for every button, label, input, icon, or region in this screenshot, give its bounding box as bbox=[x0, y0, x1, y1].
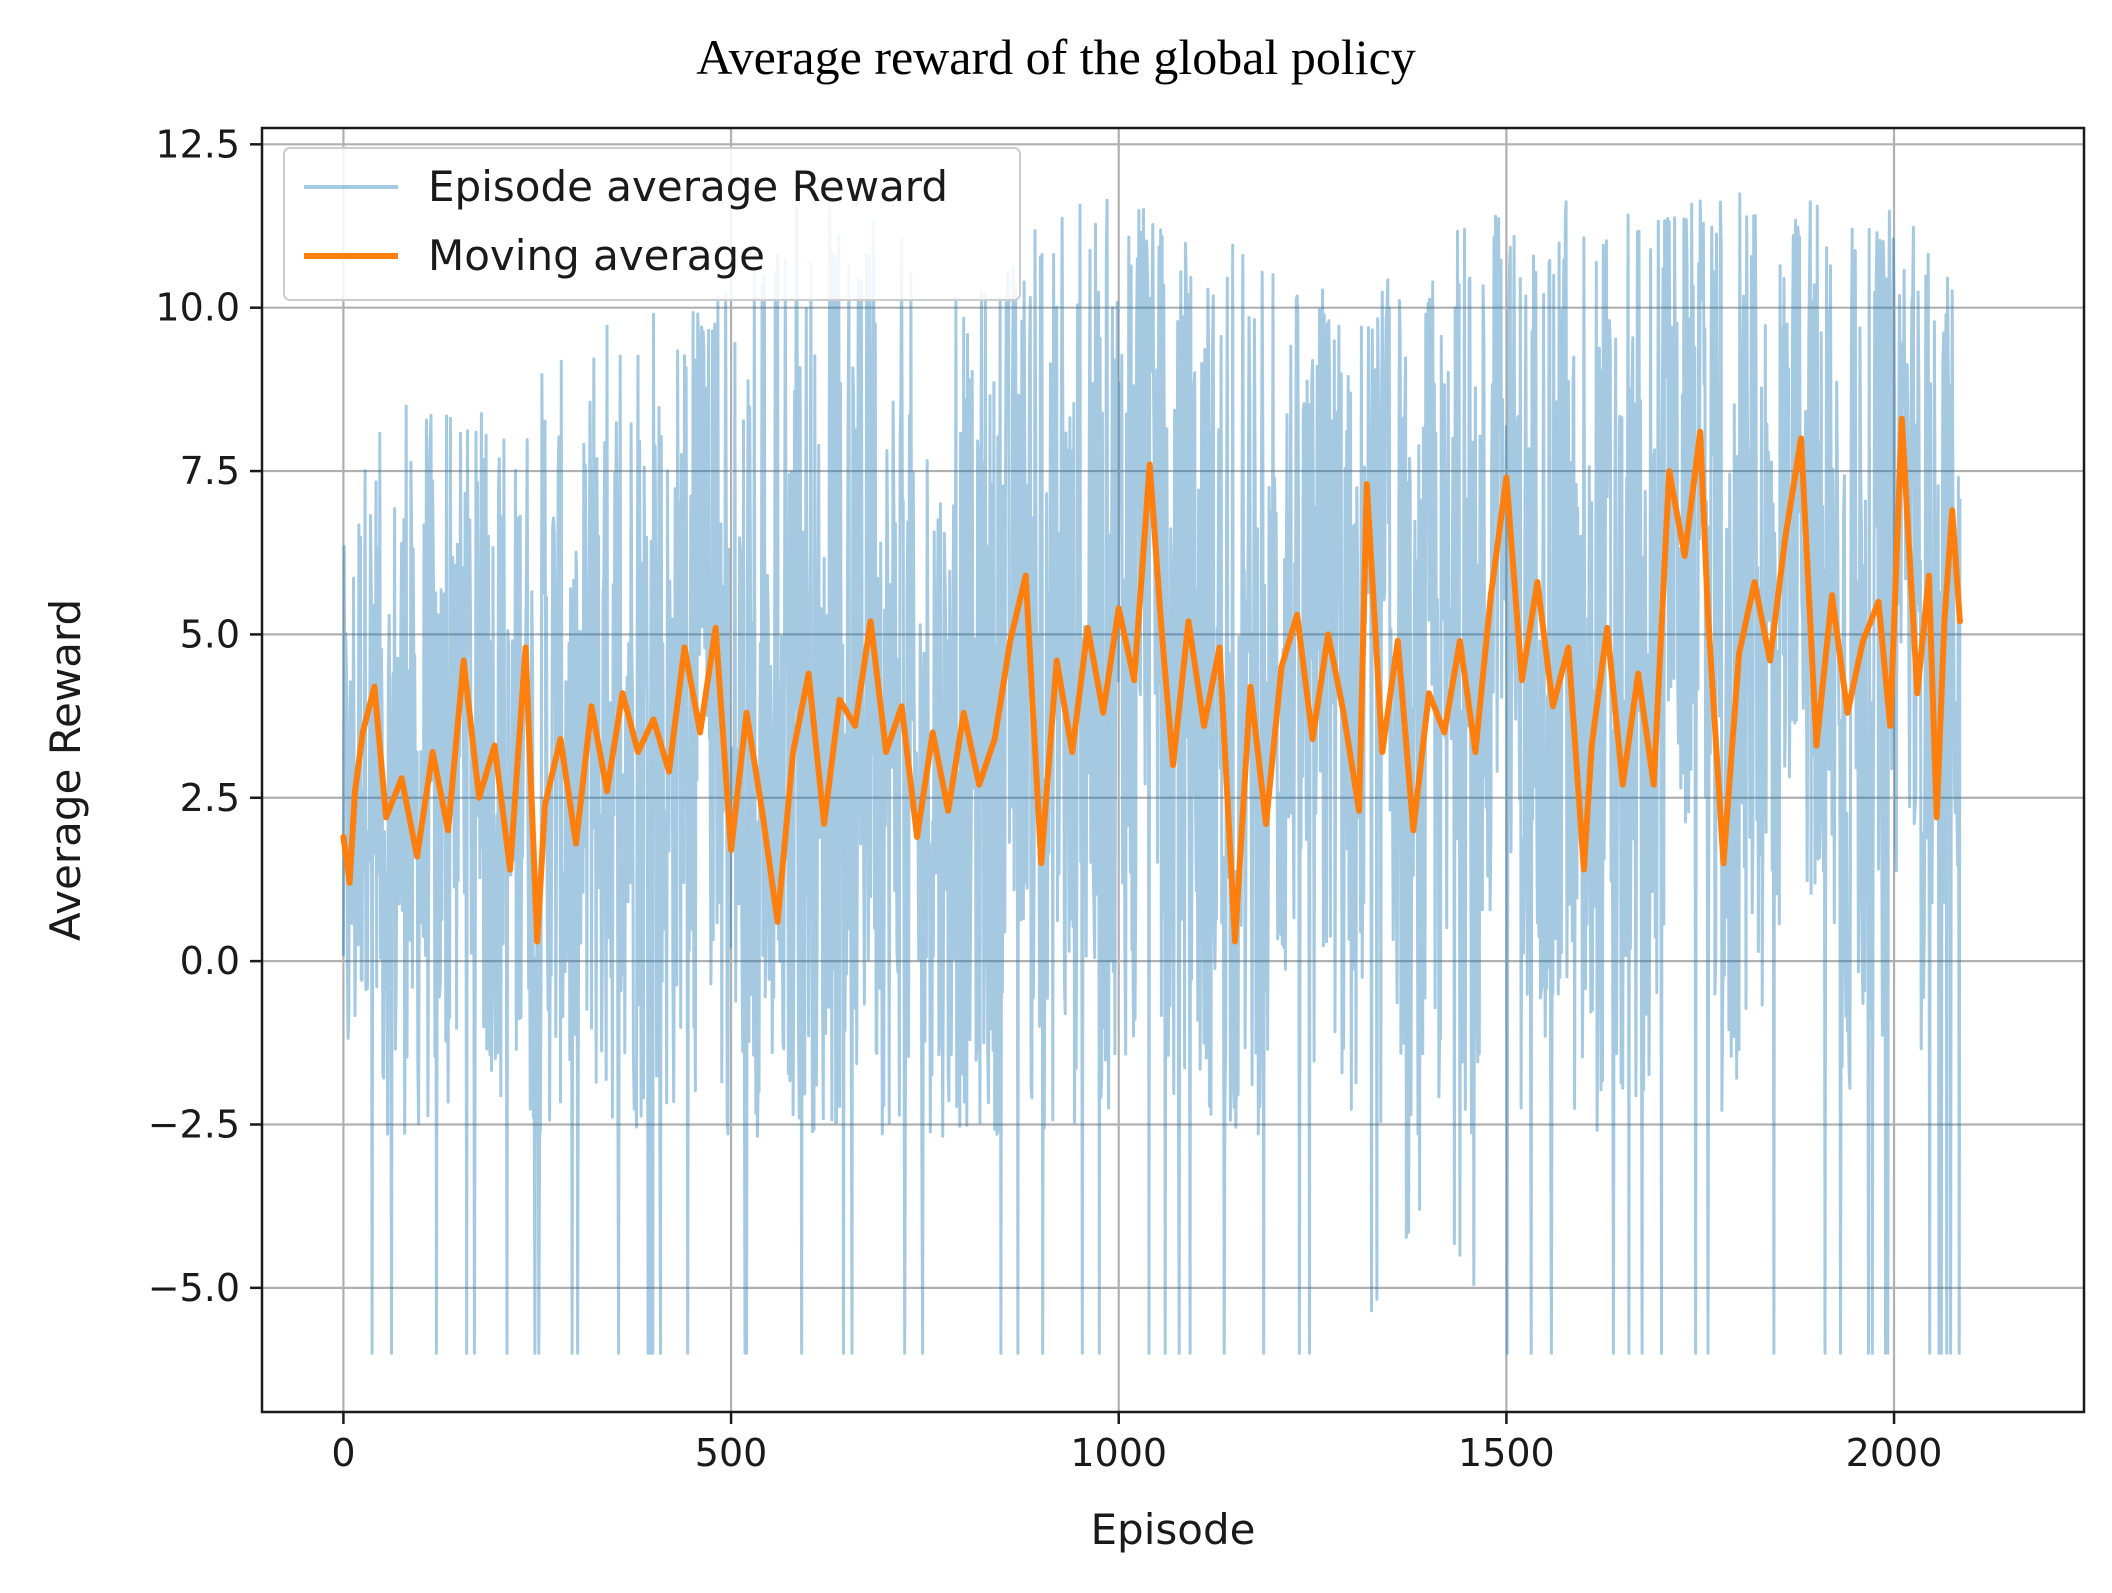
legend-box bbox=[283, 147, 1021, 301]
y-tick-label: 5.0 bbox=[180, 612, 240, 656]
plot-frame bbox=[260, 126, 2086, 1414]
chart-title: Average reward of the global policy bbox=[696, 29, 1416, 85]
y-tick-label: 7.5 bbox=[180, 449, 240, 493]
x-tick-label: 1500 bbox=[1458, 1431, 1555, 1475]
x-axis-ticks: 0 500 1000 1500 2000 bbox=[331, 1412, 1942, 1475]
x-tick-label: 0 bbox=[331, 1431, 355, 1475]
legend-label-moving-average: Moving average bbox=[428, 231, 765, 280]
y-axis-ticks: −5.0 −2.5 0.0 2.5 5.0 7.5 10.0 12.5 bbox=[148, 122, 262, 1310]
x-tick-label: 2000 bbox=[1846, 1431, 1943, 1475]
x-tick-label: 500 bbox=[695, 1431, 768, 1475]
y-tick-label: 2.5 bbox=[180, 776, 240, 820]
y-tick-label: −5.0 bbox=[148, 1266, 240, 1310]
y-tick-label: 12.5 bbox=[155, 122, 240, 166]
y-tick-label: 0.0 bbox=[180, 939, 240, 983]
series-episode-average-reward bbox=[341, 192, 1962, 1355]
x-axis-label: Episode bbox=[1091, 1505, 1256, 1554]
legend: Episode average Reward Moving average bbox=[283, 147, 1021, 301]
x-tick-label: 1000 bbox=[1070, 1431, 1167, 1475]
series-group bbox=[340, 192, 1963, 1355]
grid-lines bbox=[262, 128, 2084, 1412]
y-axis-label: Average Reward bbox=[41, 599, 90, 941]
y-tick-label: 10.0 bbox=[155, 286, 240, 330]
y-tick-label: −2.5 bbox=[148, 1102, 240, 1146]
legend-label-episode-average-reward: Episode average Reward bbox=[428, 162, 948, 211]
